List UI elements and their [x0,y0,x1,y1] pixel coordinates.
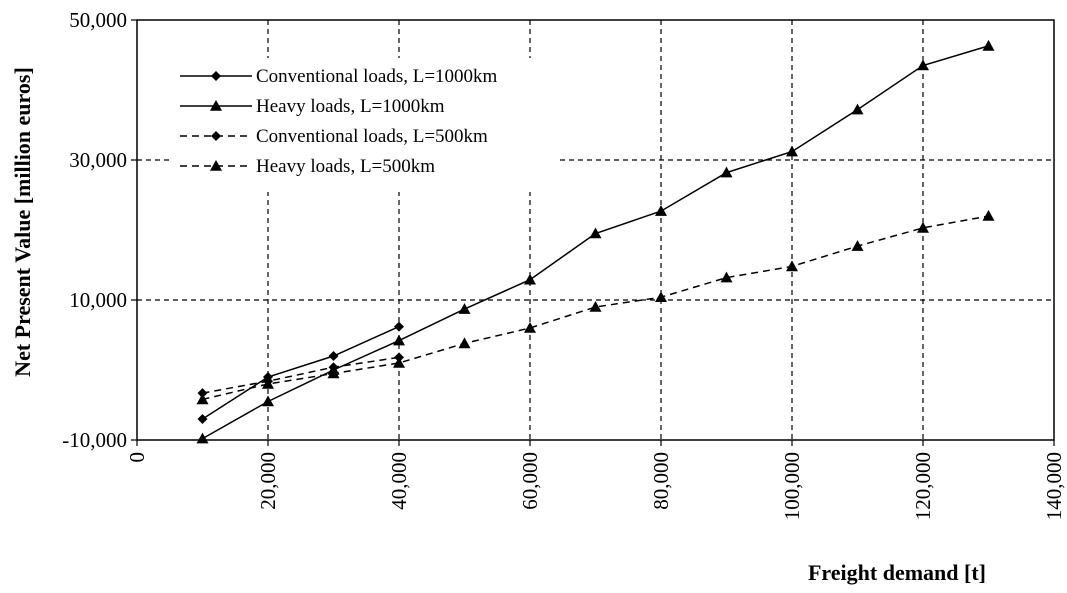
data-point-marker [458,303,471,314]
data-point-marker [394,321,404,332]
data-point-marker [328,351,339,361]
legend-marker [210,160,222,171]
legend-background [172,58,557,192]
plot-area-frame [136,19,1055,441]
y-tick-label: 10,000 [69,288,127,312]
data-point-marker [197,414,208,424]
data-point-marker [196,432,209,444]
legend-label: Conventional loads, L=1000km [256,66,498,87]
y-tick-label: 50,000 [69,8,127,32]
x-tick-label: 60,000 [518,452,542,510]
legend-marker [211,131,221,141]
legend: Conventional loads, L=1000km Heavy loads,… [172,58,557,192]
data-point-marker [917,59,929,71]
data-point-marker [262,378,274,389]
data-point-marker [328,362,339,373]
data-point-marker [262,395,274,407]
y-tick-label: 30,000 [69,148,127,172]
legend-marker [211,71,221,81]
y-axis-ticks: -10,000 10,000 30,000 50,000 [62,8,137,452]
x-tick-label: 0 [125,452,149,463]
legend-label: Heavy loads, L=500km [256,156,435,177]
x-tick-label: 140,000 [1042,452,1066,520]
data-point-marker [655,291,667,302]
data-point-marker [786,145,798,157]
y-axis-title: Net Present Value [million euros] [10,67,35,377]
series-group [196,210,995,405]
data-point-marker [524,273,536,285]
data-point-marker [327,367,340,379]
data-point-marker [655,205,667,216]
series-line [202,325,400,420]
legend-label: Heavy loads, L=1000km [256,96,445,117]
x-tick-label: 20,000 [256,452,280,510]
x-axis-title: Freight demand [t] [808,560,986,585]
legend-marker [210,100,222,111]
data-point-marker [786,260,798,272]
data-point-marker [197,388,208,399]
x-tick-label: 40,000 [387,452,411,510]
y-tick-label: -10,000 [62,428,127,452]
series-line [202,356,400,394]
data-point-marker [917,221,929,233]
x-tick-label: 80,000 [649,452,673,510]
data-point-marker [720,166,733,178]
data-point-marker [589,227,602,239]
legend-label: Conventional loads, L=500km [256,126,488,147]
x-tick-label: 120,000 [911,452,935,520]
data-point-marker [851,103,864,115]
data-point-marker [982,210,995,221]
data-point-marker [393,334,405,346]
data-point-marker [982,39,995,51]
data-point-marker [720,271,733,283]
data-point-marker [458,337,471,349]
data-point-marker [851,240,864,251]
series [196,39,995,444]
x-axis-ticks: 0 20,000 40,000 60,000 80,000 100,000 120,000 1… [125,440,1066,520]
data-point-marker [393,357,405,368]
data-point-marker [524,322,536,333]
data-point-marker [589,301,602,312]
data-point-marker [196,393,209,405]
x-tick-label: 100,000 [780,452,804,520]
